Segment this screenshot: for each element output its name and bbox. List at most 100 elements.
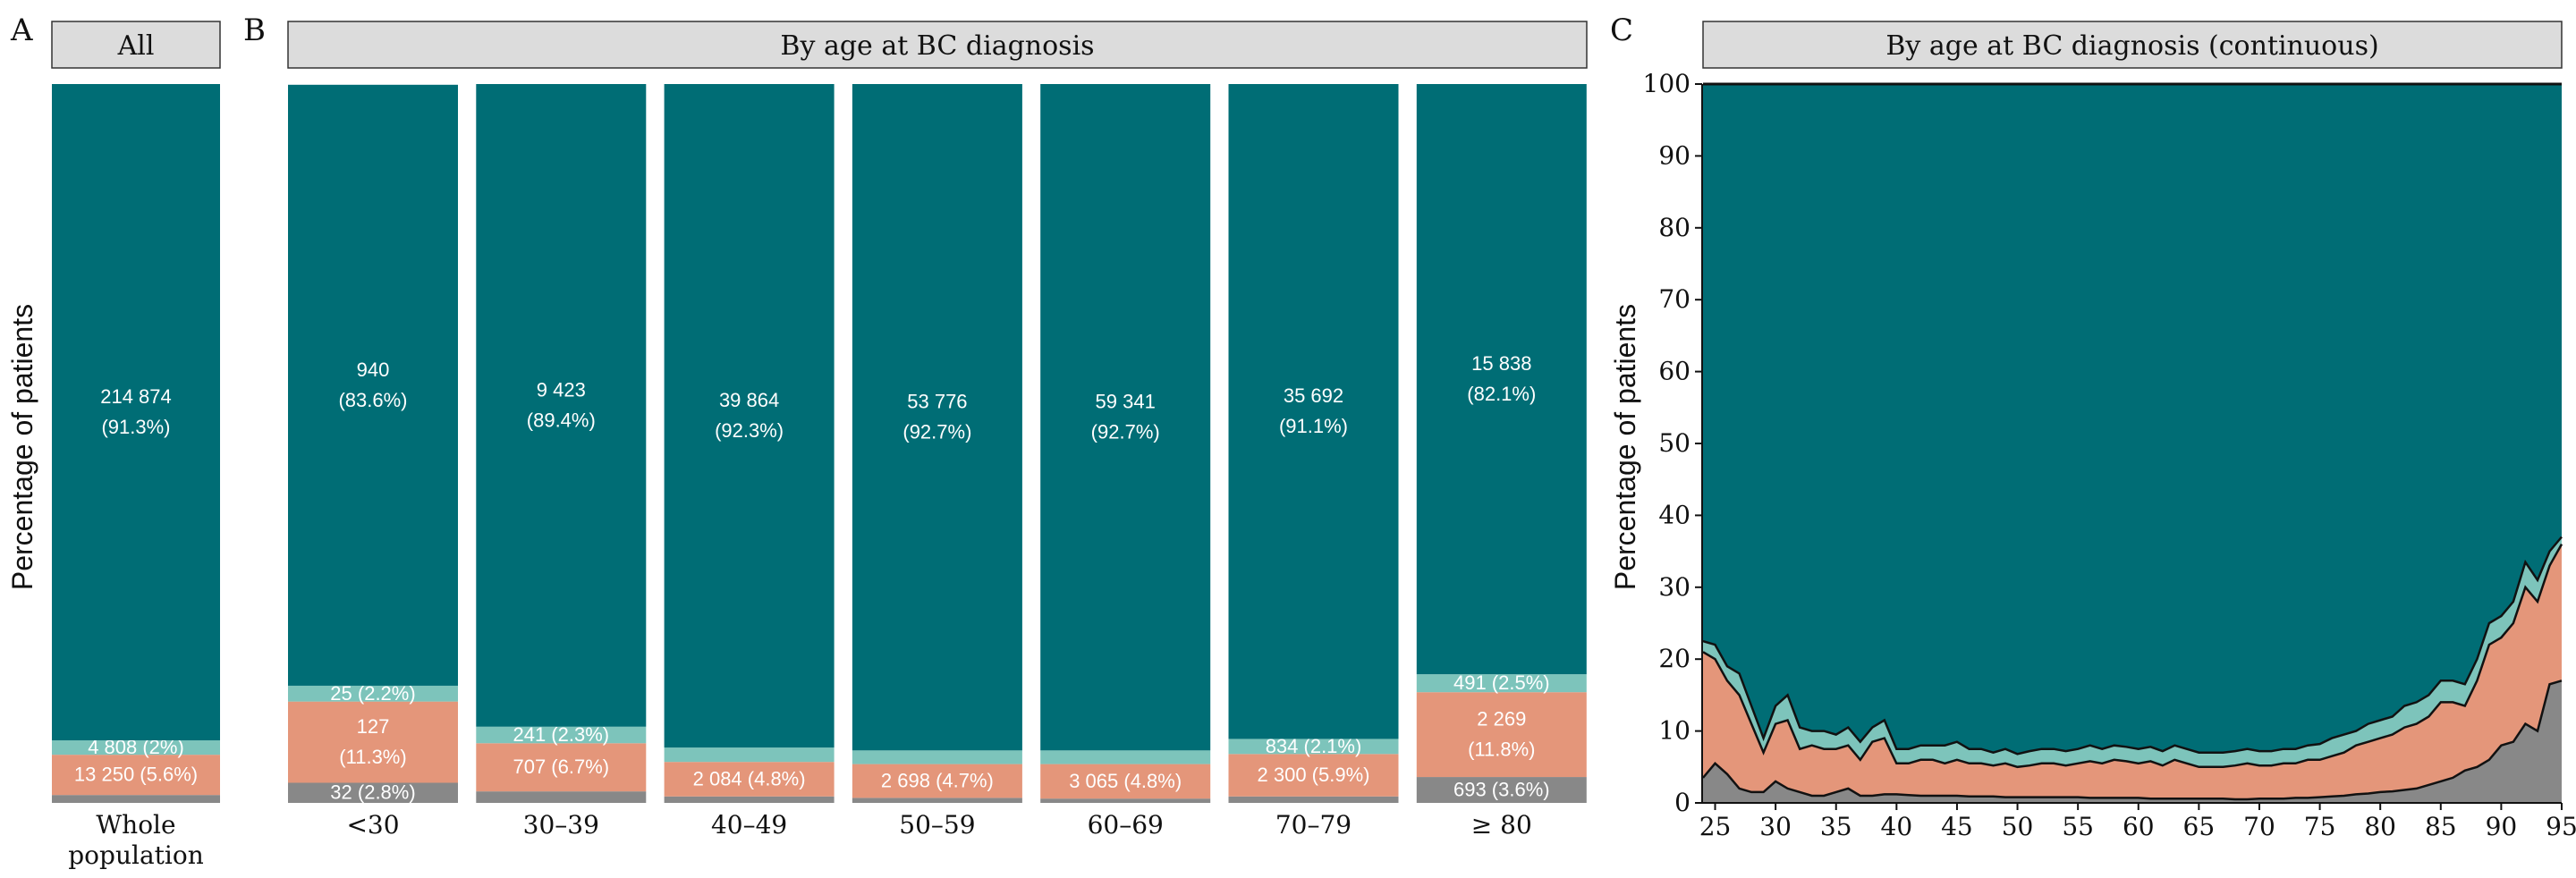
x-tick-13: 90 [2486,812,2518,841]
b-bar-1-salmon [476,743,647,792]
x-tick-1: 30 [1759,812,1792,841]
b-bar-5-light [1228,739,1399,755]
x-tick-4: 45 [1941,812,1973,841]
boundary-line-2 [1702,536,2563,756]
b-label-2-big: 39 864 (92.3%) [715,389,784,442]
b-bar-1-big [476,84,647,727]
a-bar-0-big [52,84,220,741]
a-bar-0-light [52,740,220,756]
b-bar-6-light [1416,674,1587,693]
b-bar-6-gray [1416,777,1587,803]
b-label-2-salmon: 2 084 (4.8%) [693,767,806,789]
y-tick-9: 90 [1658,140,1690,170]
a-bar-0-salmon [52,755,220,796]
x-tick-2: 35 [1820,812,1852,841]
a-label-0-salmon: 13 250 (5.6%) [74,764,198,786]
b-bar-0-light [288,685,458,702]
b-label-1-light: 241 (2.3%) [513,723,609,746]
b-label-6-gray: 693 (3.6%) [1453,779,1550,801]
b-label-6-light: 491 (2.5%) [1453,671,1550,694]
b-label-6-big: 15 838 (82.1%) [1467,352,1536,405]
panel-c: By age at BC diagnosis (continuous) Perc… [1609,21,2576,841]
a-label-0-big: 214 874 (91.3%) [100,385,172,438]
area-chart-c: 0 10 20 30 40 50 60 70 80 90 100 25 30 35 40 45 50 55 60 65… [1643,69,2576,841]
y-tick-5: 50 [1658,428,1690,458]
panel-a: All Percentage of patients 13 250 (5.6%)… [6,21,221,870]
strip-all-title: All [117,30,155,62]
b-tick-0: <30 [346,810,399,840]
y-axis-label-c: Percentage of patients [1609,304,1641,590]
b-bar-6-salmon [1416,692,1587,778]
b-bar-4-salmon [1040,764,1211,799]
y-tick-3: 30 [1658,572,1690,602]
y-tick-8: 80 [1658,213,1690,242]
b-bar-6-big [1416,84,1587,675]
x-tick-7: 60 [2123,812,2155,841]
b-label-0-gray: 32 (2.8%) [330,781,415,804]
b-label-5-big: 35 692 (91.1%) [1279,384,1348,437]
b-tick-1: 30–39 [523,810,599,840]
b-bar-5-salmon [1228,754,1399,797]
y-tick-6: 60 [1658,357,1690,386]
boundary-line-1 [1702,543,2563,769]
x-tick-3: 40 [1881,812,1913,841]
b-label-1-big: 9 423 (89.4%) [527,378,596,431]
b-bar-0-salmon [288,701,458,783]
b-label-6-salmon: 2 269 (11.8%) [1468,708,1535,761]
b-bar-5-gray [1228,796,1399,803]
boundary-line-0 [1702,680,2563,801]
strip-continuous [1702,21,2563,69]
b-tick-4: 60–69 [1088,810,1164,840]
bars-b: 32 (2.8%) 127 (11.3%) 25 (2.2%) 940 (83.6%) <3… [288,84,1587,840]
b-bar-3-gray [852,798,1022,803]
bars-a: 13 250 (5.6%)4 808 (2%)214 874 (91.3%)Who… [52,84,220,870]
b-bar-1-gray [476,791,647,803]
panel-b: By age at BC diagnosis 32 (2.8%) 127 (11.3… [287,21,1588,840]
y-tick-4: 40 [1658,500,1690,529]
x-tick-8: 65 [2183,812,2216,841]
b-bar-1-light [476,726,647,744]
b-label-1-salmon: 707 (6.7%) [513,756,609,778]
b-label-0-salmon: 127 (11.3%) [339,715,406,768]
b-bar-2-big [664,84,835,748]
strip-all [51,21,221,69]
b-bar-2-light [664,747,835,763]
y-axis-label-a: Percentage of patients [6,304,38,590]
y-tick-10: 100 [1643,69,1690,98]
area-top-segment [1703,84,2562,803]
b-bar-0-gray [288,782,458,803]
b-label-0-light: 25 (2.2%) [330,682,415,705]
strip-by-age-title: By age at BC diagnosis [780,30,1094,62]
b-bar-4-gray [1040,798,1211,803]
b-label-5-salmon: 2 300 (5.9%) [1258,764,1370,786]
x-tick-0: 25 [1699,812,1732,841]
panel-letter-a: A [10,13,33,48]
b-label-0-big: 940 (83.6%) [338,359,407,411]
a-bar-0-gray [52,795,220,803]
b-label-3-big: 53 776 (92.7%) [902,391,971,443]
b-bar-2-salmon [664,762,835,797]
y-tick-0: 0 [1674,788,1690,817]
strip-continuous-title: By age at BC diagnosis (continuous) [1885,30,2378,62]
y-tick-2: 20 [1658,644,1690,673]
a-tick-0: Whole population [68,810,203,870]
x-tick-9: 70 [2243,812,2275,841]
x-tick-12: 85 [2425,812,2457,841]
b-bar-5-big [1228,84,1399,739]
area-gray [1703,680,2562,803]
x-tick-10: 75 [2304,812,2336,841]
b-tick-3: 50–59 [899,810,975,840]
y-tick-7: 70 [1658,284,1690,314]
b-tick-6: ≥ 80 [1471,810,1532,840]
b-bar-4-big [1040,84,1211,751]
b-bar-0-big [288,84,458,686]
b-label-4-big: 59 341 (92.7%) [1091,391,1160,443]
y-tick-1: 10 [1658,716,1690,746]
b-tick-5: 70–79 [1275,810,1352,840]
b-tick-2: 40–49 [711,810,787,840]
x-tick-6: 55 [2062,812,2094,841]
b-label-4-salmon: 3 065 (4.8%) [1069,770,1182,792]
b-bar-2-gray [664,796,835,803]
b-label-3-salmon: 2 698 (4.7%) [881,769,994,791]
